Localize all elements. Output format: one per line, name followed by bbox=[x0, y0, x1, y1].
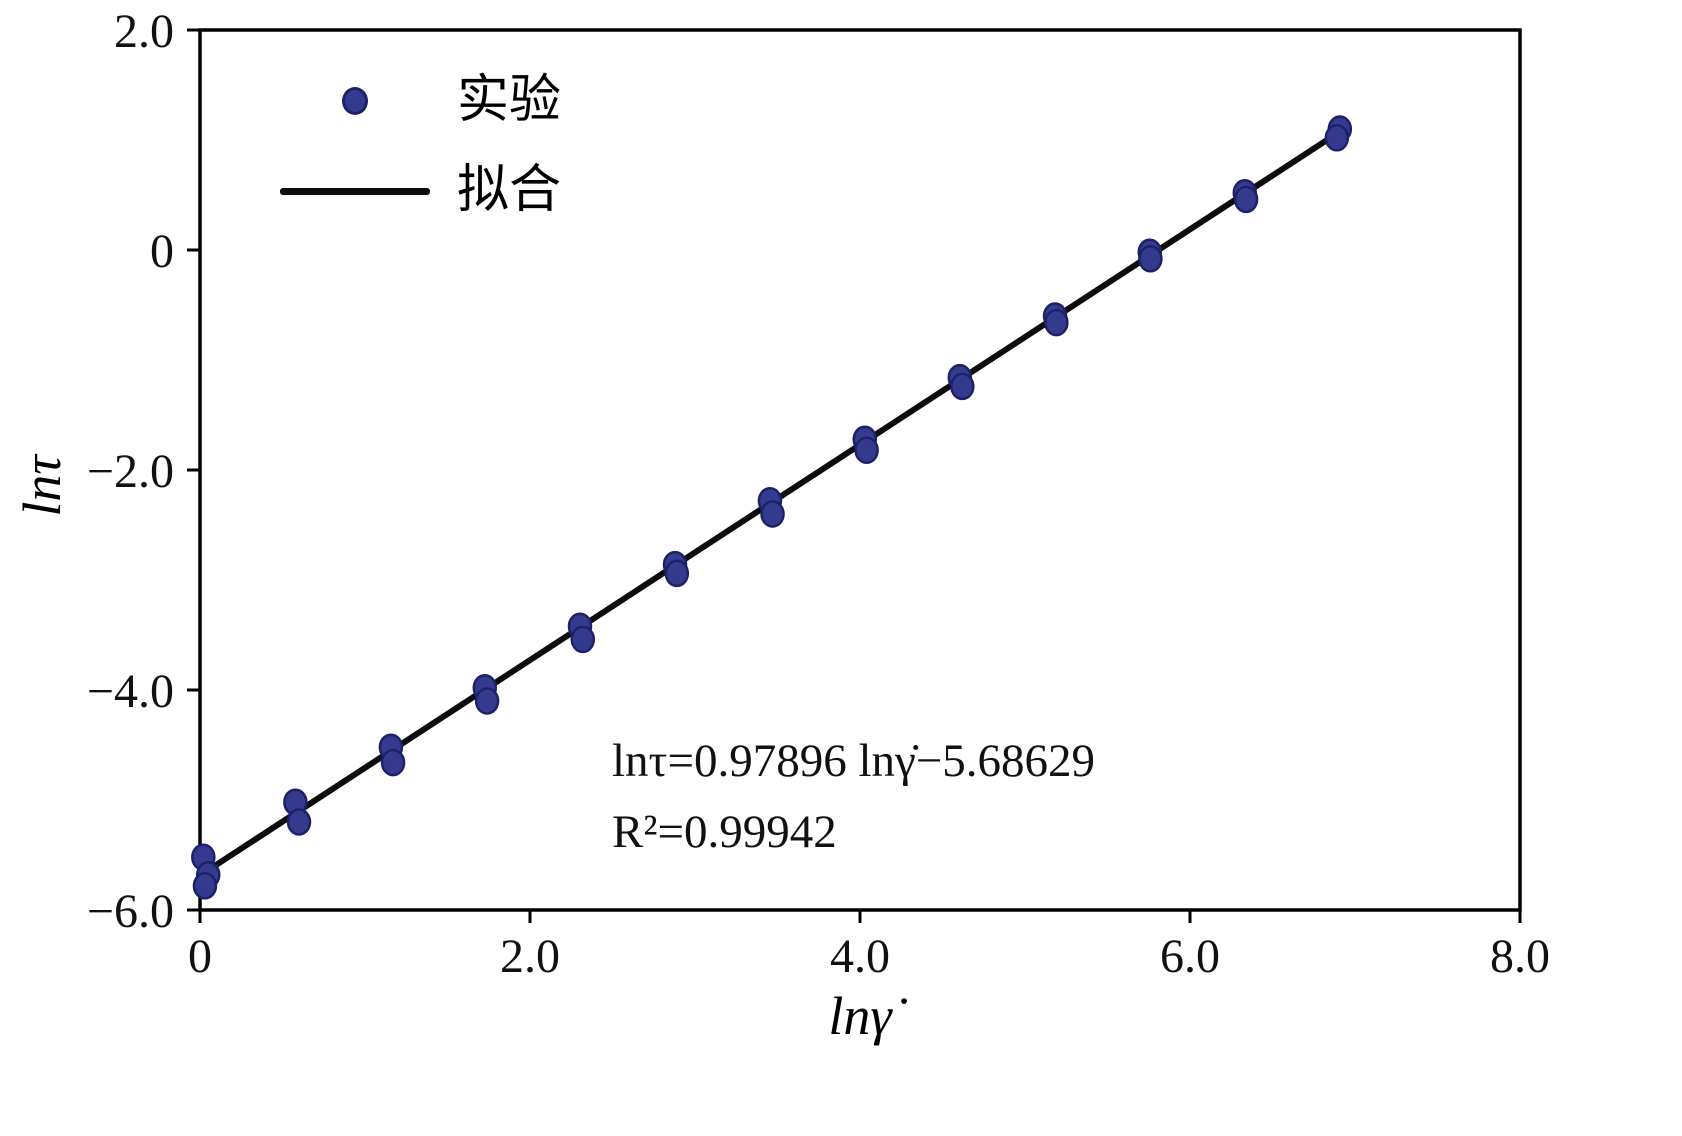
fit-line-icon bbox=[280, 187, 430, 195]
svg-text:8.0: 8.0 bbox=[1490, 930, 1550, 983]
legend-item-fit: 拟合 bbox=[275, 160, 561, 222]
legend-line-swatch bbox=[275, 187, 435, 195]
fit-equation-annotation: lnτ=0.97896 lnγ̇−5.68629 R²=0.99942 bbox=[612, 726, 1095, 867]
scatter-marker-icon bbox=[342, 87, 368, 115]
legend-label-fit: 拟合 bbox=[457, 162, 562, 219]
y-axis-label: lnτ bbox=[12, 455, 72, 517]
svg-text:2.0: 2.0 bbox=[500, 930, 560, 983]
svg-text:0: 0 bbox=[150, 225, 174, 278]
legend: 实验 拟合 bbox=[275, 70, 561, 222]
legend-marker-swatch bbox=[275, 87, 435, 115]
r-squared-line: R²=0.99942 bbox=[612, 805, 837, 858]
svg-text:−2.0: −2.0 bbox=[87, 445, 174, 498]
legend-label-experiment: 实验 bbox=[457, 72, 562, 129]
legend-item-experiment: 实验 bbox=[275, 70, 561, 132]
x-axis-label: lnγ̇ bbox=[828, 986, 892, 1046]
svg-text:4.0: 4.0 bbox=[830, 930, 890, 983]
svg-text:−4.0: −4.0 bbox=[87, 665, 174, 718]
fit-equation-line: lnτ=0.97896 lnγ̇−5.68629 bbox=[612, 735, 1096, 787]
svg-text:0: 0 bbox=[188, 930, 212, 983]
svg-text:2.0: 2.0 bbox=[114, 5, 174, 58]
svg-text:6.0: 6.0 bbox=[1160, 930, 1220, 983]
svg-text:−6.0: −6.0 bbox=[87, 885, 174, 938]
